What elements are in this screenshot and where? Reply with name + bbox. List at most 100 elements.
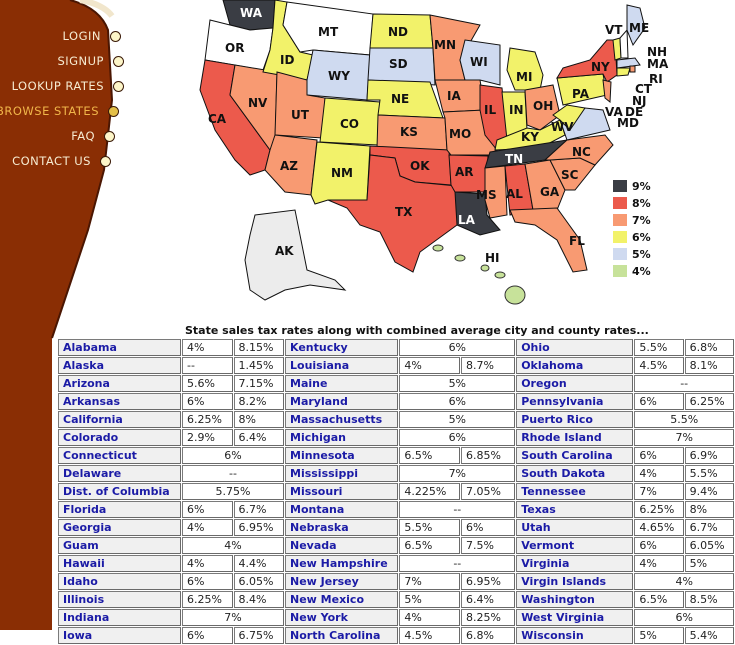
- state-link[interactable]: Illinois: [63, 593, 105, 606]
- state-link[interactable]: Vermont: [521, 539, 575, 552]
- state-link[interactable]: North Carolina: [290, 629, 381, 642]
- state-link[interactable]: California: [63, 413, 123, 426]
- state-link[interactable]: Puerto Rico: [521, 413, 593, 426]
- state-link[interactable]: Wisconsin: [521, 629, 584, 642]
- combined-rate-cell: 7%: [399, 465, 516, 482]
- combined-rate-cell: 8%: [684, 501, 734, 518]
- state-link[interactable]: South Carolina: [521, 449, 613, 462]
- sidebar-background: [0, 0, 115, 630]
- state-link[interactable]: Michigan: [290, 431, 346, 444]
- state-link[interactable]: New Mexico: [290, 593, 365, 606]
- state-link[interactable]: Louisiana: [290, 359, 350, 372]
- state-link[interactable]: Iowa: [63, 629, 93, 642]
- combined-rate-cell: 4%: [182, 537, 284, 554]
- state-link[interactable]: Kentucky: [290, 341, 348, 354]
- state-link[interactable]: Pennsylvania: [521, 395, 604, 408]
- state-link[interactable]: Minnesota: [290, 449, 355, 462]
- svg-text:GA: GA: [540, 185, 560, 199]
- nav-faq[interactable]: FAQ: [71, 129, 95, 143]
- state-link[interactable]: Arkansas: [63, 395, 121, 408]
- nav-signup[interactable]: SIGNUP: [57, 54, 104, 68]
- table-row: Hawaii 4% 4.4% New Hampshire -- Virginia 4% 5%: [58, 555, 734, 572]
- svg-text:ME: ME: [629, 21, 649, 35]
- state-rate-cell: 6%: [634, 393, 684, 410]
- state-link[interactable]: Ohio: [521, 341, 550, 354]
- combined-rate-cell: 6%: [634, 609, 734, 626]
- state-link[interactable]: Utah: [521, 521, 551, 534]
- state-link[interactable]: Rhode Island: [521, 431, 602, 444]
- state-link[interactable]: Delaware: [63, 467, 122, 480]
- state-link[interactable]: Montana: [290, 503, 345, 516]
- us-sales-tax-map[interactable]: WA OR MT ID ND SD WY NV CA UT CO NE KS A…: [195, 0, 685, 325]
- state-rate-cell: 4%: [399, 609, 460, 626]
- us-map-image[interactable]: WA OR MT ID ND SD WY NV CA UT CO NE KS A…: [195, 0, 685, 325]
- nav-lookup-rates[interactable]: LOOKUP RATES: [11, 79, 104, 93]
- state-link[interactable]: Guam: [63, 539, 99, 552]
- combined-rate-cell: 9.4%: [684, 483, 734, 500]
- nav-contact-us[interactable]: CONTACT US: [12, 154, 91, 168]
- state-rate-cell: 6%: [182, 573, 233, 590]
- state-link[interactable]: New Jersey: [290, 575, 359, 588]
- state-link[interactable]: Maine: [290, 377, 328, 390]
- combined-rate-cell: 6%: [399, 429, 516, 446]
- state-link[interactable]: Nevada: [290, 539, 337, 552]
- state-link[interactable]: Missouri: [290, 485, 343, 498]
- state-link[interactable]: New York: [290, 611, 348, 624]
- state-link[interactable]: Massachusetts: [290, 413, 383, 426]
- svg-text:NM: NM: [331, 166, 353, 180]
- state-rate-cell: 7%: [399, 573, 460, 590]
- state-link[interactable]: Alabama: [63, 341, 117, 354]
- state-link[interactable]: Tennessee: [521, 485, 586, 498]
- state-link[interactable]: Oklahoma: [521, 359, 584, 372]
- state-link[interactable]: Dist. of Columbia: [63, 485, 170, 498]
- state-link[interactable]: Maryland: [290, 395, 348, 408]
- state-link[interactable]: Connecticut: [63, 449, 137, 462]
- combined-rate-cell: 6%: [182, 447, 284, 464]
- combined-rate-cell: 7.15%: [233, 375, 284, 392]
- state-cell: Virginia: [516, 555, 634, 572]
- state-link[interactable]: Hawaii: [63, 557, 105, 570]
- sales-tax-table: Alabama 4% 8.15% Kentucky 6% Ohio 5.5% 6.8% Alas…: [57, 338, 735, 645]
- table-row: Arizona 5.6% 7.15% Maine 5% Oregon --: [58, 375, 734, 392]
- state-link[interactable]: Texas: [521, 503, 556, 516]
- state-link[interactable]: New Hampshire: [290, 557, 388, 570]
- svg-text:OK: OK: [410, 159, 430, 173]
- state-link[interactable]: Indiana: [63, 611, 110, 624]
- svg-text:SC: SC: [561, 168, 579, 182]
- state-link[interactable]: Colorado: [63, 431, 119, 444]
- combined-rate-cell: 6%: [460, 519, 516, 536]
- state-link[interactable]: Idaho: [63, 575, 98, 588]
- combined-rate-cell: 6.95%: [460, 573, 516, 590]
- nav-login[interactable]: LOGIN: [62, 29, 101, 43]
- state-link[interactable]: Nebraska: [290, 521, 349, 534]
- combined-rate-cell: 5%: [399, 375, 516, 392]
- state-link[interactable]: Virginia: [521, 557, 570, 570]
- state-link[interactable]: Mississippi: [290, 467, 358, 480]
- combined-rate-cell: 6.25%: [684, 393, 734, 410]
- state-link[interactable]: Washington: [521, 593, 595, 606]
- nav-bullet-icon: [108, 106, 119, 117]
- state-link[interactable]: South Dakota: [521, 467, 606, 480]
- state-cell: Colorado: [58, 429, 181, 446]
- state-cell: Vermont: [516, 537, 634, 554]
- svg-text:NH: NH: [647, 45, 667, 59]
- state-link[interactable]: West Virginia: [521, 611, 605, 624]
- combined-rate-cell: 5%: [399, 411, 516, 428]
- state-rate-cell: 6%: [182, 393, 233, 410]
- state-link[interactable]: Virgin Islands: [521, 575, 607, 588]
- legend-item-5: 5%: [613, 246, 651, 262]
- state-link[interactable]: Alaska: [63, 359, 104, 372]
- state-link[interactable]: Georgia: [63, 521, 112, 534]
- svg-text:KY: KY: [521, 130, 539, 144]
- state-rate-cell: 4%: [182, 519, 233, 536]
- table-row: Illinois 6.25% 8.4% New Mexico 5% 6.4% Washing…: [58, 591, 734, 608]
- table-row: Arkansas 6% 8.2% Maryland 6% Pennsylvania 6% 6.…: [58, 393, 734, 410]
- state-link[interactable]: Florida: [63, 503, 107, 516]
- svg-text:KS: KS: [400, 125, 418, 139]
- svg-text:AL: AL: [506, 187, 523, 201]
- state-link[interactable]: Arizona: [63, 377, 110, 390]
- state-cell: Utah: [516, 519, 634, 536]
- state-link[interactable]: Oregon: [521, 377, 567, 390]
- nav-browse-states[interactable]: BROWSE STATES: [0, 104, 99, 118]
- state-cell: Arizona: [58, 375, 181, 392]
